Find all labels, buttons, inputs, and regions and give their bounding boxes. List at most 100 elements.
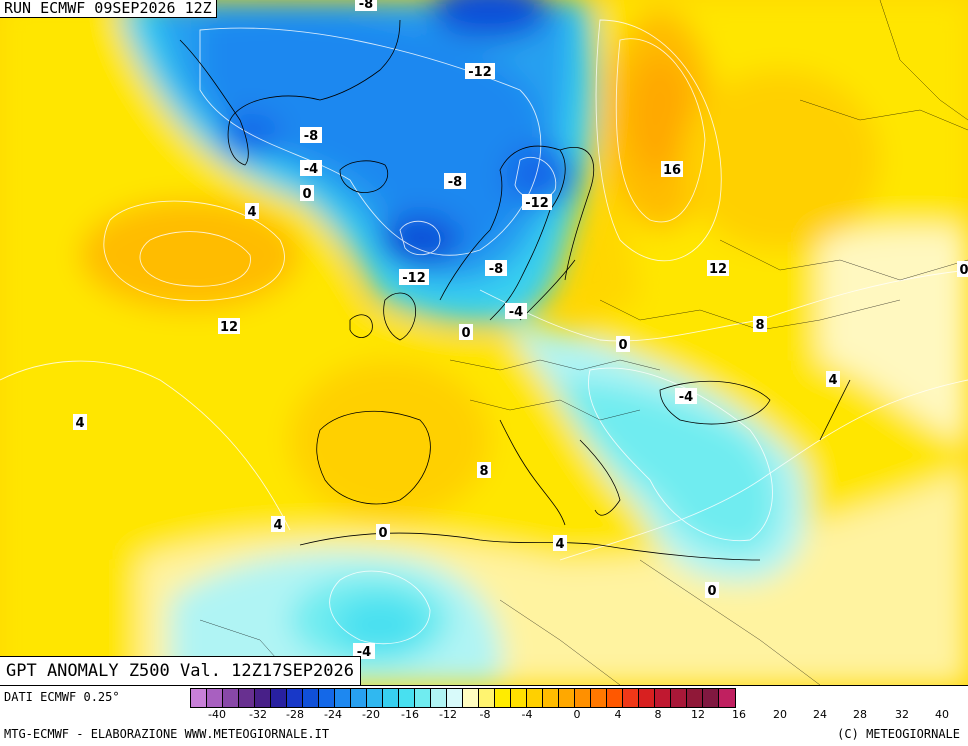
contour-label-bg	[522, 194, 552, 210]
contour-label-lbl-16: 8	[753, 316, 767, 333]
contour-label-bg	[826, 371, 840, 387]
color-legend-ticks: -40 -32 -28 -24 -20 -16 -12 -8 -4 0 4 8 12 16 20 24 28 32…	[190, 708, 966, 724]
contour-label-text: -8	[489, 262, 503, 277]
contour-label-lbl-8: 4	[245, 203, 259, 220]
contour-label-bg	[353, 643, 375, 659]
chart-title: GPT ANOMALY Z500 Val. 12Z17SEP2026	[0, 656, 361, 685]
contour-label-text: 8	[755, 318, 764, 333]
color-legend-tick: -40	[208, 708, 226, 721]
contour-label-lbl-24: 4	[553, 535, 567, 552]
color-legend-tick: 40	[935, 708, 949, 721]
contour-label-lbl-9: -12	[399, 269, 429, 286]
anomaly-map: -8 -12 -8 -4 0 -8 -12 4 -12 -8 -4 0 12 16 12 8 0 4 -4 4 8 4 0 4…	[0, 0, 968, 685]
color-legend-swatch	[319, 689, 335, 707]
color-legend-swatch	[495, 689, 511, 707]
color-legend-tick: 0	[573, 708, 581, 721]
contour-label-text: 4	[828, 373, 837, 388]
contour-label-lbl-6: -8	[444, 173, 466, 190]
contour-label-lbl-4: -4	[300, 160, 322, 177]
contour-label-bg	[376, 524, 390, 540]
contour-label-lbl-27: 0	[957, 261, 968, 278]
color-legend-swatch	[239, 689, 255, 707]
copyright-label: (C) METEOGIORNALE	[837, 727, 960, 741]
color-legend-swatch	[607, 689, 623, 707]
anomaly-field	[0, 0, 968, 685]
color-legend-tick: -8	[479, 708, 491, 721]
contour-label-text: 0	[618, 338, 627, 353]
color-legend-swatch	[271, 689, 287, 707]
color-legend-tick: 28	[853, 708, 867, 721]
contour-label-text: -8	[304, 129, 318, 144]
contour-label-bg	[957, 261, 968, 277]
footer: DATI ECMWF 0.25° -40 -32 -28 -24 -20 -16 -12 -8…	[0, 685, 968, 746]
borders	[199, 0, 968, 685]
contour-label-lbl-18: 4	[826, 371, 840, 388]
color-legend-tick: -16	[401, 708, 419, 721]
color-legend-tick: 12	[691, 708, 705, 721]
color-legend-tick: 16	[732, 708, 746, 721]
contour-label-lbl-1: -8	[355, 0, 377, 12]
color-legend-swatch	[191, 689, 207, 707]
color-legend-swatch	[511, 689, 527, 707]
contour-label-bg	[271, 516, 285, 532]
contour-label-text: -4	[509, 305, 523, 320]
contour-label-lbl-25: 0	[705, 582, 719, 599]
color-legend-swatch	[559, 689, 575, 707]
contour-label-text: 0	[707, 584, 716, 599]
contour-label-bg	[355, 0, 377, 11]
color-legend-swatch	[703, 689, 719, 707]
color-legend-swatch	[479, 689, 495, 707]
contour-labels: -8 -12 -8 -4 0 -8 -12 4 -12 -8 -4 0 12 16 12 8 0 4 -4 4 8 4 0 4…	[73, 0, 968, 660]
contour-label-text: 0	[378, 526, 387, 541]
contour-label-text: -12	[525, 196, 549, 211]
contour-label-lbl-22: 4	[271, 516, 285, 533]
contour-label-text: 0	[302, 187, 311, 202]
contour-label-lbl-13: 12	[218, 318, 240, 335]
color-legend-swatch	[351, 689, 367, 707]
contour-label-lbl-2: -12	[465, 63, 495, 80]
contour-label-lbl-23: 0	[376, 524, 390, 541]
contour-label-text: 12	[709, 262, 727, 277]
contour-label-bg	[661, 161, 683, 177]
color-legend-swatch	[671, 689, 687, 707]
contour-label-lbl-15: 12	[707, 260, 729, 277]
color-legend-swatch	[335, 689, 351, 707]
contour-label-text: -12	[468, 65, 492, 80]
contour-label-lbl-7: -12	[522, 194, 552, 211]
contour-label-bg	[444, 173, 466, 189]
contour-label-lbl-11: -4	[505, 303, 527, 320]
color-legend-tick: 8	[654, 708, 662, 721]
color-legend-swatch	[463, 689, 479, 707]
contour-label-text: -8	[359, 0, 373, 12]
color-legend-swatch	[383, 689, 399, 707]
color-legend-tick: 4	[614, 708, 622, 721]
color-legend-swatch	[543, 689, 559, 707]
contour-label-bg	[707, 260, 729, 276]
contour-label-text: 4	[273, 518, 282, 533]
contour-label-bg	[753, 316, 767, 332]
contour-label-bg	[465, 63, 495, 79]
color-legend-swatch	[527, 689, 543, 707]
contour-label-text: 0	[959, 263, 968, 278]
contour-label-text: 0	[461, 326, 470, 341]
contour-label-lbl-14: 16	[661, 161, 683, 178]
credit-label: MTG-ECMWF - ELABORAZIONE WWW.METEOGIORNA…	[4, 727, 330, 741]
color-legend-tick: -20	[362, 708, 380, 721]
contour-label-lbl-19: -4	[675, 388, 697, 405]
contour-lines	[0, 19, 968, 645]
contour-label-bg	[300, 127, 322, 143]
contour-label-bg	[675, 388, 697, 404]
contour-label-bg	[218, 318, 240, 334]
color-legend-swatch	[655, 689, 671, 707]
color-legend-swatch	[623, 689, 639, 707]
contour-label-bg	[399, 269, 429, 285]
contour-label-bg	[300, 160, 322, 176]
coastlines	[179, 19, 851, 561]
contour-label-bg	[245, 203, 259, 219]
color-legend-swatch	[415, 689, 431, 707]
contour-label-bg	[705, 582, 719, 598]
color-legend-swatch	[223, 689, 239, 707]
color-legend-swatch	[399, 689, 415, 707]
contour-label-lbl-21: 8	[477, 462, 491, 479]
color-legend-tick: 24	[813, 708, 827, 721]
